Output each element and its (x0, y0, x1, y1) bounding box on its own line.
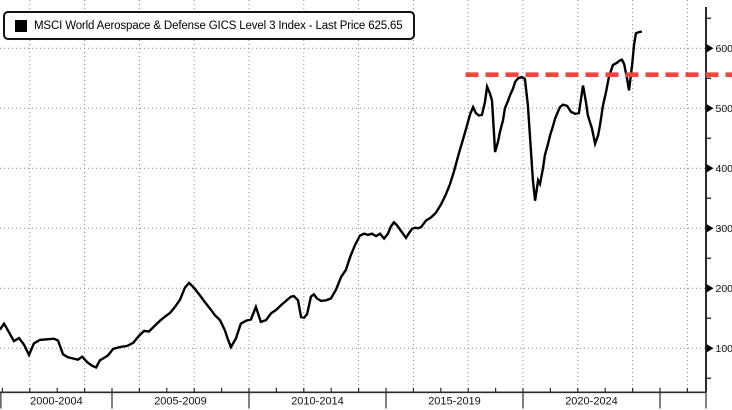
y-tick-arrow-icon (706, 224, 714, 233)
y-axis-tick-label: 400 (716, 163, 732, 175)
y-tick-arrow-icon (706, 164, 714, 173)
x-axis-cell-label: 2005-2009 (154, 396, 207, 408)
axes (0, 7, 707, 394)
x-axis-cell-label: 2015-2019 (428, 396, 481, 408)
x-axis-cell-label: 2000-2004 (30, 396, 83, 408)
y-axis: 100 200 300 400 500 600 (705, 17, 732, 379)
y-axis-tick-label: 100 (716, 343, 732, 355)
grid (0, 0, 732, 393)
x-axis-cell-label: 2020-2024 (565, 396, 618, 408)
y-axis-tick-label: 500 (716, 103, 732, 115)
y-tick-arrow-icon (706, 344, 714, 353)
series (0, 30, 643, 370)
y-axis-tick-label: 200 (716, 283, 732, 295)
y-tick-arrow-icon (706, 284, 714, 293)
x-axis: 2000-2004 2005-2009 2010-2014 2015-2019 2020… (0, 387, 707, 409)
y-axis-tick-label: 300 (716, 223, 732, 235)
y-axis-tick-label: 600 (716, 43, 732, 55)
legend-label: MSCI World Aerospace & Defense GICS Leve… (34, 19, 403, 32)
y-tick-arrow-icon (706, 104, 714, 113)
series-square-icon (15, 19, 27, 32)
x-axis-cell-label: 2010-2014 (291, 396, 344, 408)
price-line (0, 30, 643, 370)
y-tick-arrow-icon (706, 44, 714, 53)
legend[interactable]: MSCI World Aerospace & Defense GICS Leve… (3, 11, 415, 40)
